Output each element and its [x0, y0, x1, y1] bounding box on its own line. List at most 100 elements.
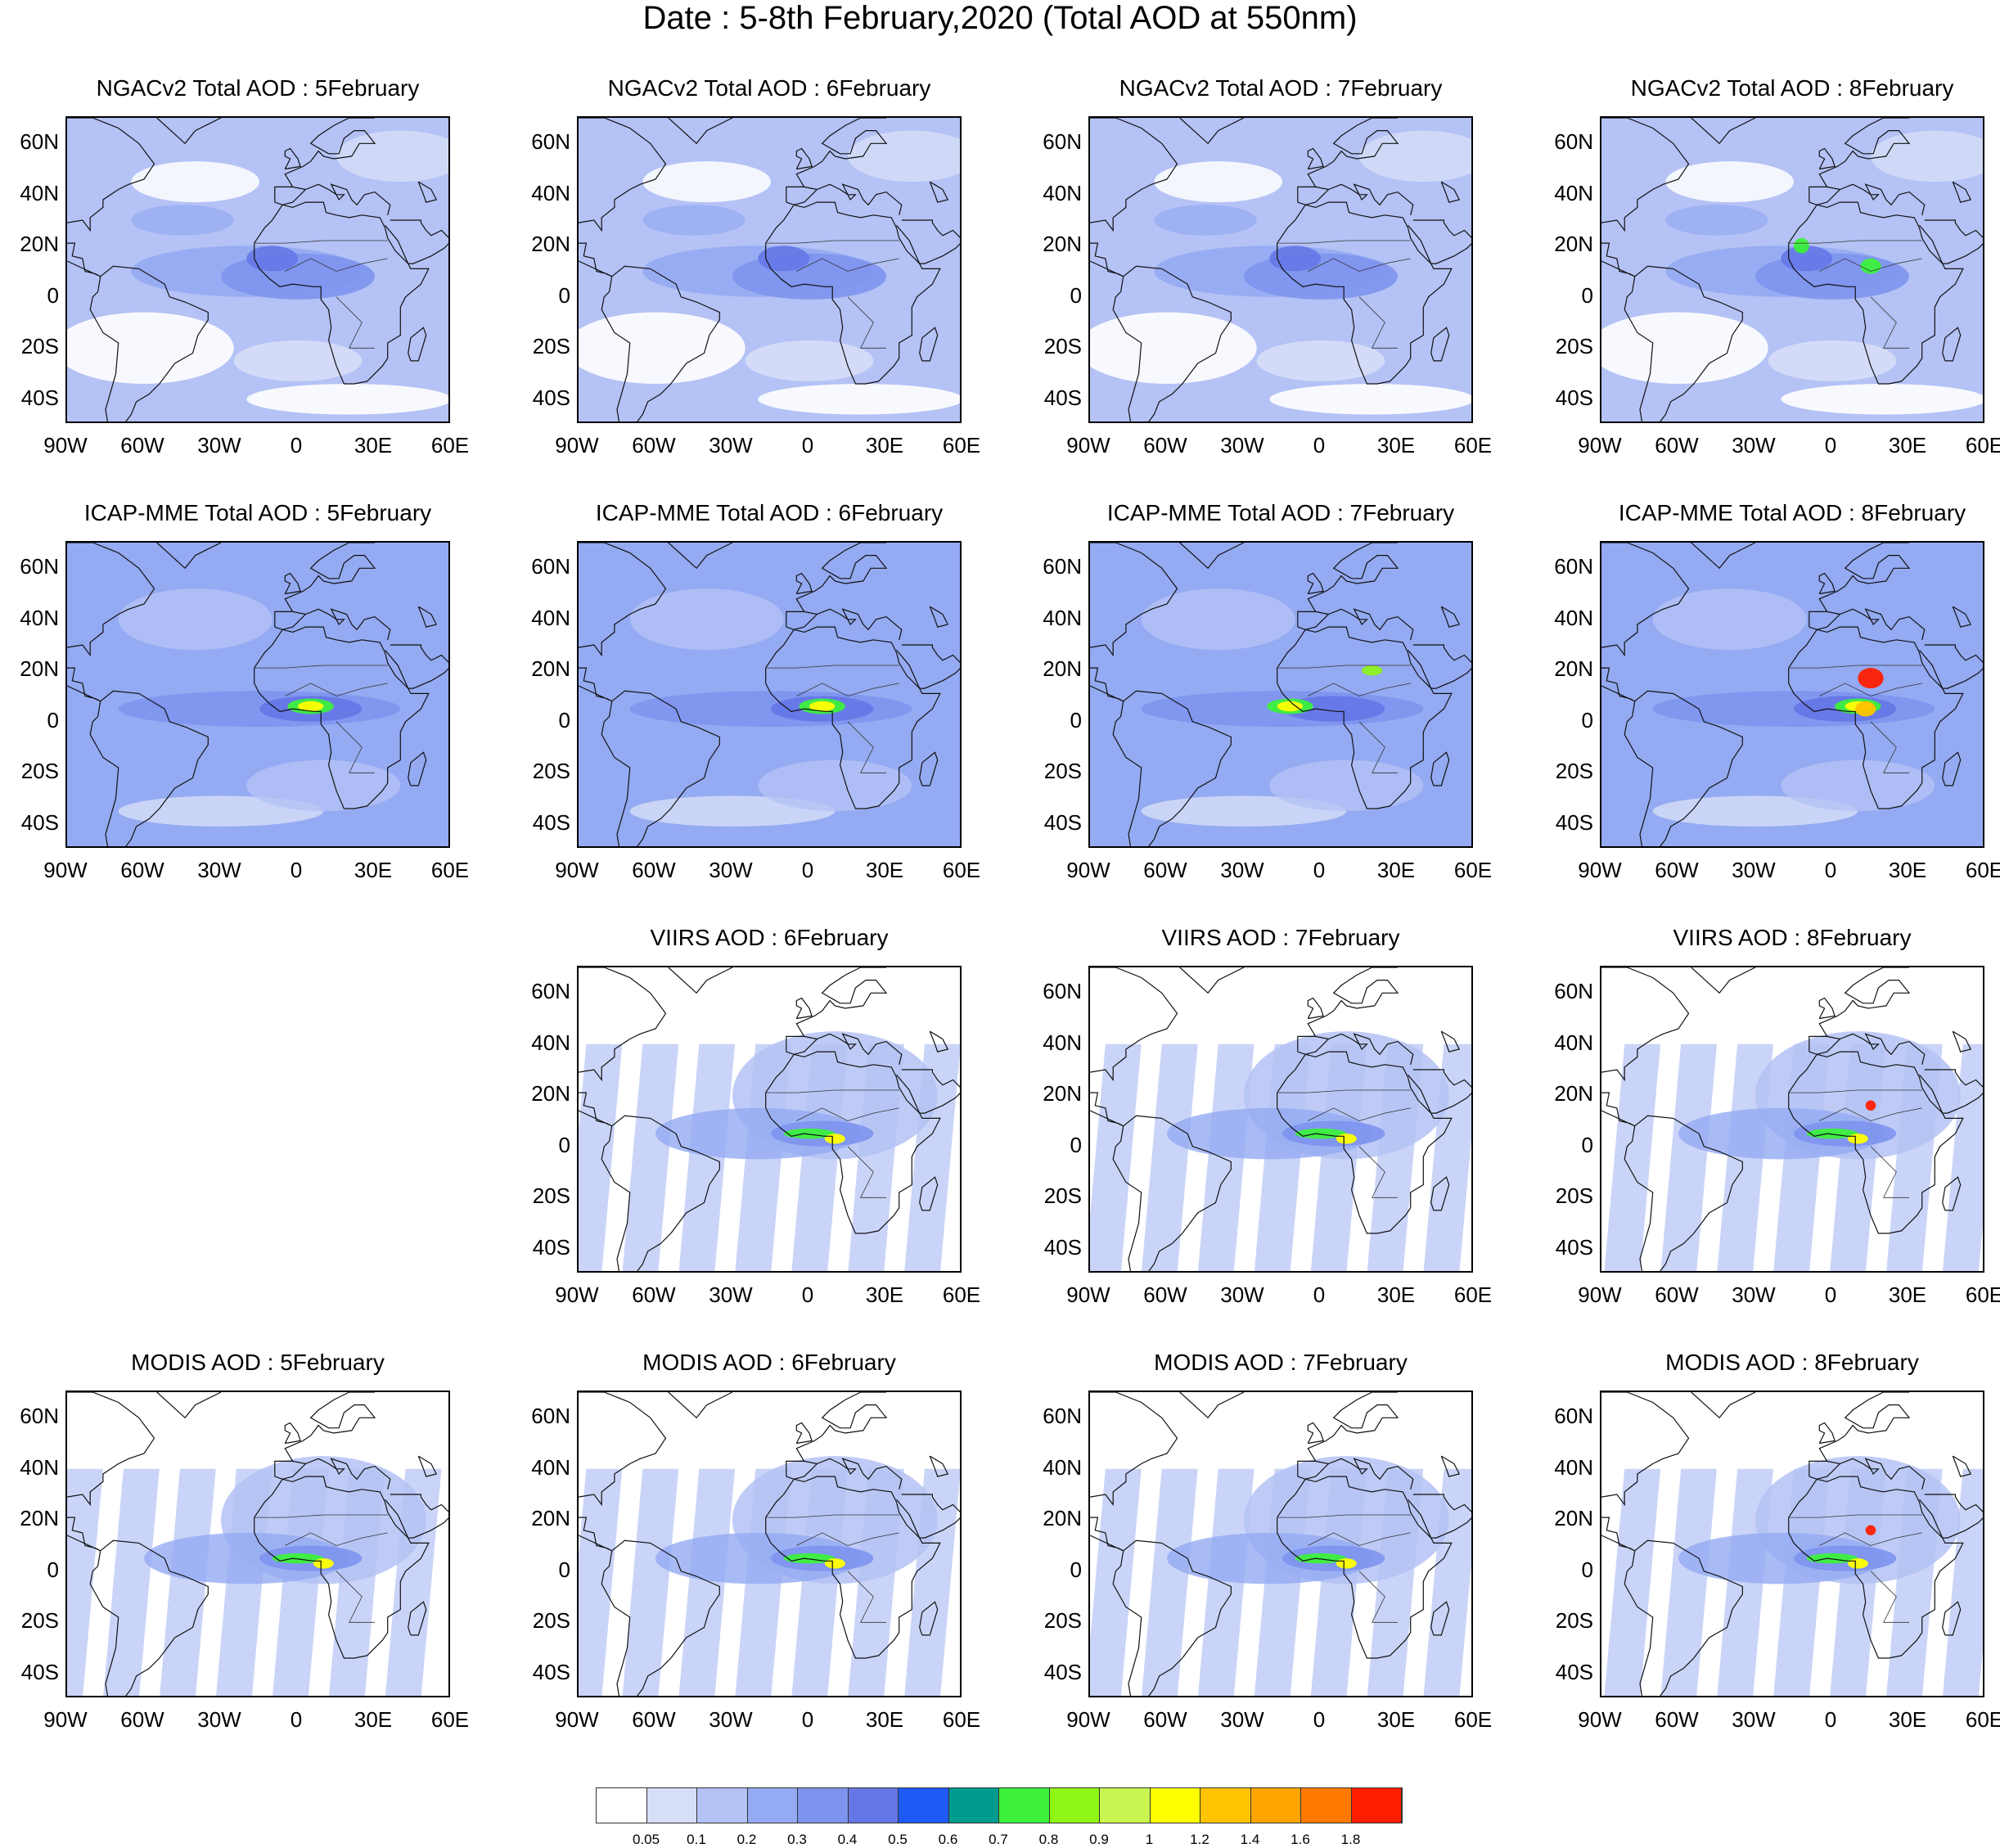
lat-tick-label: 20S [1043, 759, 1082, 784]
lat-tick-label: 40S [1043, 385, 1082, 410]
lat-tick-label: 60N [1554, 1404, 1593, 1429]
lat-tick-label: 60N [20, 129, 59, 155]
lat-tick-label: 0 [1581, 1557, 1593, 1582]
lat-tick-label: 0 [558, 707, 570, 732]
lon-tick-label: 90W [1066, 858, 1110, 882]
colorbar-label: 0.6 [938, 1832, 958, 1847]
aod-map [579, 118, 960, 421]
lon-tick-label: 30E [1376, 1282, 1416, 1307]
lat-tick-label: 20N [20, 656, 59, 682]
lat-tick-label: 20N [1554, 656, 1593, 682]
lat-tick-label: 20N [531, 1506, 570, 1531]
lat-tick-label: 40N [1554, 1030, 1593, 1055]
map-panel [1088, 541, 1473, 848]
lat-tick-label: 20N [1043, 232, 1082, 257]
map-panel [1600, 116, 1984, 423]
lat-tick-label: 20N [531, 232, 570, 257]
lat-tick-label: 20S [1043, 1183, 1082, 1209]
lon-tick-label: 0 [1824, 858, 1837, 882]
panel-title: NGACv2 Total AOD : 7February [1119, 75, 1443, 101]
lon-tick-label: 60E [942, 1707, 981, 1732]
lat-tick-label: 60N [20, 554, 59, 579]
lon-tick-label: 60E [430, 1707, 470, 1732]
aod-map [1090, 543, 1471, 846]
lon-tick-label: 30W [1220, 858, 1264, 882]
lat-tick-label: 40S [532, 809, 570, 835]
colorbar-label: 1.2 [1190, 1832, 1209, 1847]
lon-tick-label: 0 [1313, 1282, 1326, 1307]
lon-tick-label: 30E [354, 433, 393, 457]
lat-tick-label: 60N [1554, 554, 1593, 579]
lat-tick-label: 40N [1043, 1030, 1082, 1055]
map-panel [65, 541, 450, 848]
lat-tick-label: 60N [1043, 554, 1082, 579]
lon-tick-label: 60W [1143, 1707, 1187, 1732]
lon-tick-label: 60W [120, 1707, 164, 1732]
aod-map [1090, 118, 1471, 421]
map-panel [65, 116, 450, 423]
lat-tick-label: 40S [1555, 809, 1593, 835]
colorbar-swatch [1200, 1788, 1251, 1823]
lat-tick-label: 20N [1554, 232, 1593, 257]
aod-map [1601, 1392, 1983, 1696]
lat-tick-label: 20N [1043, 1506, 1082, 1531]
lon-tick-label: 60E [1453, 858, 1493, 882]
colorbar-label: 1.6 [1291, 1832, 1310, 1847]
lon-tick-label: 60E [1453, 1282, 1493, 1307]
lat-tick-label: 20N [1554, 1081, 1593, 1107]
aod-map [1090, 1392, 1471, 1696]
panel-title: ICAP-MME Total AOD : 8February [1618, 500, 1966, 525]
lat-tick-label: 60N [531, 129, 570, 155]
colorbar-label: 0.1 [687, 1832, 706, 1847]
lon-tick-label: 0 [801, 1282, 814, 1307]
lon-tick-label: 90W [1578, 433, 1622, 457]
panel-title: VIIRS AOD : 8February [1673, 925, 1912, 950]
panel-title: VIIRS AOD : 7February [1161, 925, 1400, 950]
lat-tick-label: 40N [1554, 605, 1593, 630]
lon-tick-label: 30E [1376, 858, 1416, 882]
map-panel [1600, 541, 1984, 848]
aod-map [579, 1392, 960, 1696]
lat-tick-label: 60N [531, 1404, 570, 1429]
lon-tick-label: 60W [632, 1282, 676, 1307]
lat-tick-label: 20S [20, 759, 59, 784]
lon-tick-label: 60W [1143, 433, 1187, 457]
map-panel [1088, 116, 1473, 423]
colorbar-label: 0.05 [632, 1832, 660, 1847]
panel-title: MODIS AOD : 7February [1154, 1350, 1408, 1375]
lat-tick-label: 0 [1581, 707, 1593, 732]
lon-tick-label: 90W [555, 1282, 599, 1307]
lon-tick-label: 0 [1824, 433, 1837, 457]
lon-tick-label: 30W [197, 858, 241, 882]
lon-tick-label: 60E [1965, 1282, 2000, 1307]
lon-tick-label: 0 [1313, 433, 1326, 457]
lat-tick-label: 20N [1043, 1081, 1082, 1107]
lon-tick-label: 0 [290, 858, 303, 882]
colorbar-swatch [646, 1788, 697, 1823]
lon-tick-label: 30W [1220, 433, 1264, 457]
lon-tick-label: 60W [632, 1707, 676, 1732]
lon-tick-label: 30E [865, 1282, 904, 1307]
lon-tick-label: 60E [430, 433, 470, 457]
lat-tick-label: 0 [558, 282, 570, 308]
lon-tick-label: 60W [1655, 433, 1699, 457]
panel-title: NGACv2 Total AOD : 8February [1630, 75, 1954, 101]
map-panel [1600, 966, 1984, 1273]
lat-tick-label: 40N [531, 180, 570, 205]
aod-map [1601, 967, 1983, 1271]
lon-tick-label: 60W [632, 858, 676, 882]
aod-map [67, 1392, 448, 1696]
lat-tick-label: 40S [1555, 385, 1593, 410]
colorbar-label: 0.3 [787, 1832, 807, 1847]
lat-tick-label: 60N [1043, 979, 1082, 1004]
lat-tick-label: 20S [20, 334, 59, 359]
aod-map [1601, 118, 1983, 421]
lat-tick-label: 20N [20, 1506, 59, 1531]
map-panel [577, 1391, 962, 1697]
lat-tick-label: 20S [1043, 334, 1082, 359]
lon-tick-label: 30W [197, 433, 241, 457]
lat-tick-label: 20S [532, 1608, 570, 1634]
colorbar-swatch [999, 1788, 1050, 1823]
lat-tick-label: 20N [20, 232, 59, 257]
colorbar-swatch [798, 1788, 849, 1823]
